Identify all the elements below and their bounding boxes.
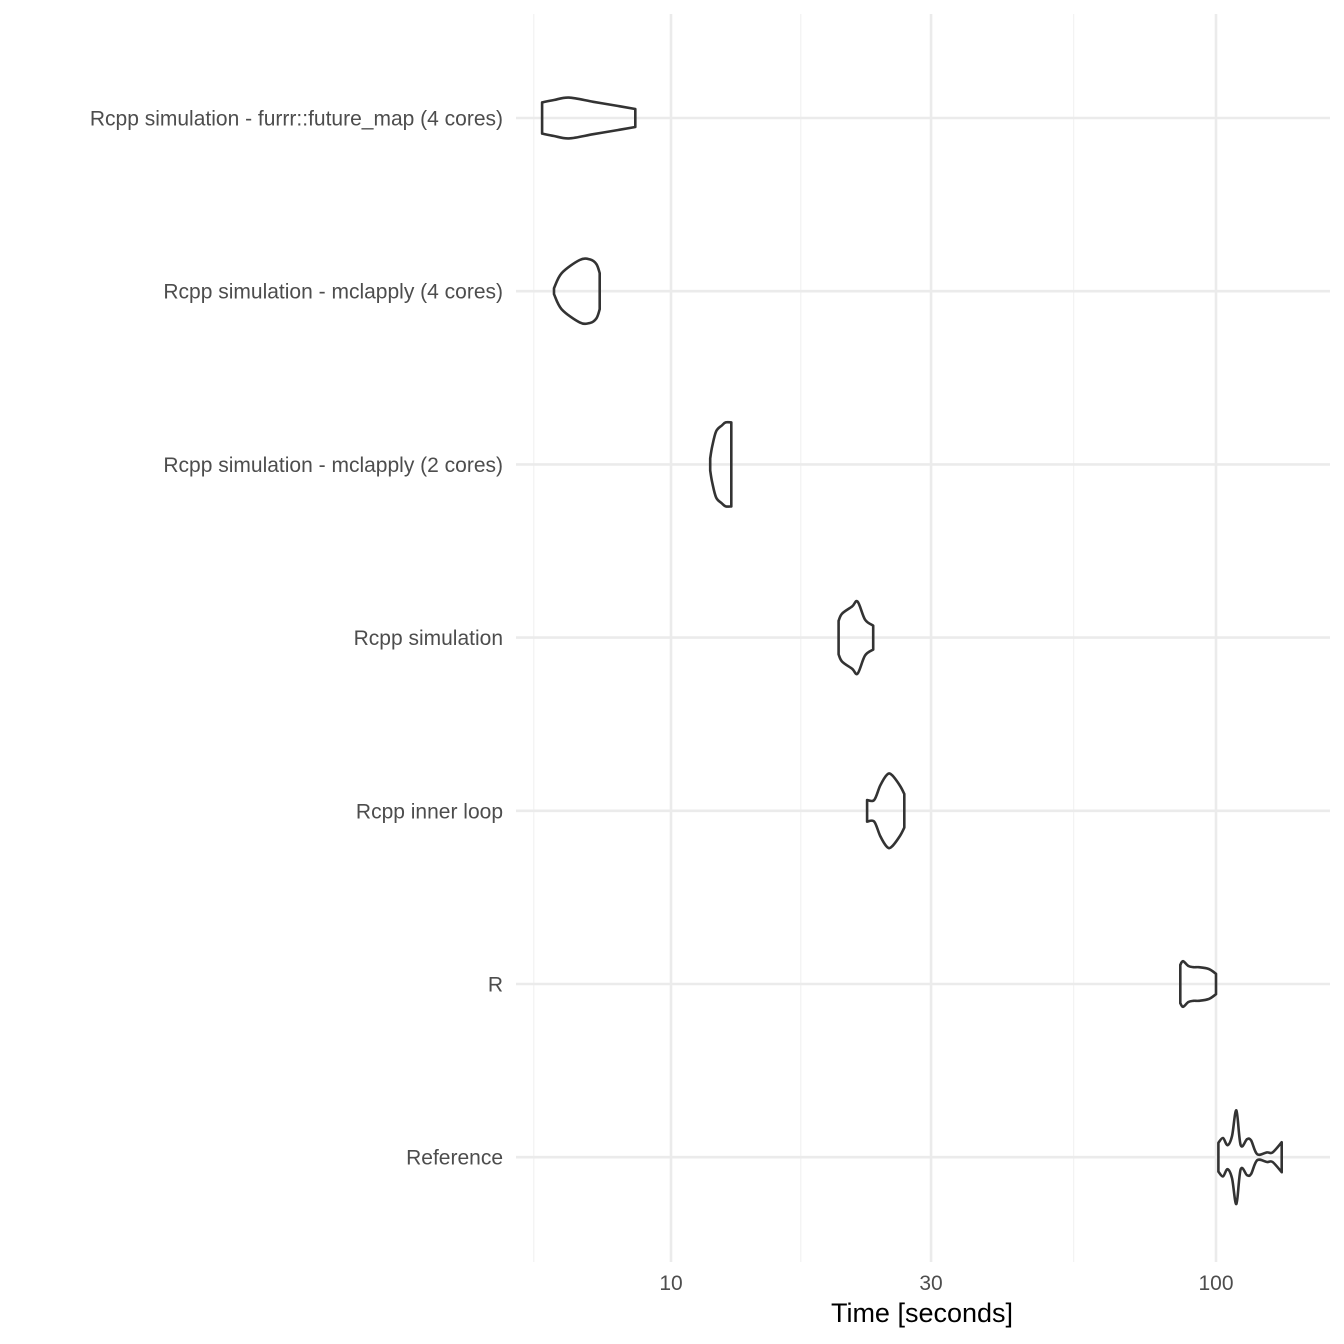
violin-shape	[865, 772, 906, 850]
category-label: Rcpp simulation - mclapply (4 cores)	[163, 281, 503, 304]
x-tick-label: 30	[919, 1272, 942, 1295]
violin-shape	[552, 257, 601, 326]
major-gridlines	[516, 14, 1330, 1262]
violin-shape	[708, 420, 733, 508]
category-label: Rcpp inner loop	[356, 800, 503, 823]
violin-shape	[837, 599, 875, 676]
category-label: Rcpp simulation - furrr::future_map (4 c…	[90, 108, 503, 131]
violin-shape	[1179, 959, 1218, 1009]
x-tick-labels: 10 30 100	[659, 1272, 1233, 1295]
x-axis-title: Time [seconds]	[831, 1298, 1013, 1328]
x-tick-label: 100	[1198, 1272, 1233, 1295]
category-label: Rcpp simulation - mclapply (2 cores)	[163, 454, 503, 477]
category-labels: Rcpp simulation - furrr::future_map (4 c…	[90, 108, 503, 1170]
category-label: R	[488, 974, 503, 997]
category-label: Reference	[406, 1147, 503, 1170]
violin-shape	[540, 96, 637, 140]
violins	[540, 96, 1283, 1206]
violin-shape	[1217, 1109, 1283, 1206]
category-label: Rcpp simulation	[354, 627, 503, 650]
x-tick-label: 10	[659, 1272, 682, 1295]
